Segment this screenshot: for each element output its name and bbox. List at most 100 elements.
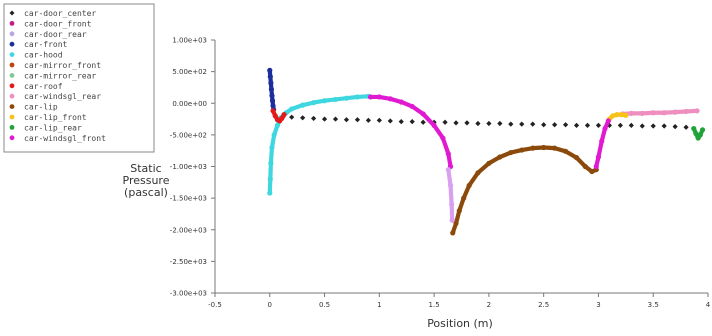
legend-marker	[9, 73, 15, 78]
data-point	[605, 118, 611, 124]
data-point	[464, 120, 470, 126]
legend-item: car-hood	[9, 51, 63, 60]
legend-item: car-mirror_front	[9, 61, 101, 70]
legend-marker	[9, 93, 15, 99]
legend-label: car-roof	[24, 82, 63, 91]
series-layer	[267, 67, 706, 236]
data-point	[497, 120, 503, 127]
series-car-front	[267, 67, 277, 113]
legend-marker	[9, 31, 15, 37]
series-car-lip	[450, 144, 599, 236]
legend-label: car-lip_front	[24, 113, 87, 122]
legend-marker	[9, 135, 15, 141]
series-line-segment	[440, 135, 451, 156]
series-line-segment	[268, 145, 275, 166]
legend-label: car-door_center	[24, 9, 96, 18]
series-line-segment	[448, 183, 454, 207]
legend-marker	[9, 104, 15, 109]
data-point	[530, 121, 536, 127]
data-point	[289, 114, 295, 120]
legend-item: car-door_rear	[9, 30, 87, 39]
data-point	[617, 122, 623, 128]
data-point	[628, 122, 634, 128]
data-point	[420, 119, 426, 125]
legend-item: car-door_center	[9, 9, 96, 18]
legend-label: car-windsgl_front	[24, 134, 106, 143]
legend-marker	[9, 52, 15, 57]
data-point	[552, 122, 558, 128]
data-point	[683, 124, 689, 130]
data-point	[409, 118, 415, 125]
data-point	[650, 123, 656, 129]
data-point	[661, 123, 667, 129]
data-point	[672, 124, 678, 130]
legend-item: car-mirror_rear	[9, 71, 96, 80]
legend-label: car-mirror_front	[24, 61, 101, 70]
data-point	[694, 108, 700, 114]
data-point	[398, 118, 404, 125]
legend-label: car-lip_rear	[24, 123, 82, 132]
x-ticks: -0.5 0 0.5 1 1.5 2 2.5 3 3.5 4	[208, 293, 711, 309]
series-car-windsgl_rear	[619, 108, 700, 117]
x-tick-label: 0	[268, 301, 272, 309]
y-axis-title-line-3: (pascal)	[124, 186, 168, 199]
legend-label: car-mirror_rear	[24, 71, 96, 80]
data-point	[332, 116, 339, 122]
series-line-segment	[596, 139, 604, 160]
legend-item: car-lip_front	[9, 113, 87, 122]
legend-label: car-windsgl_rear	[24, 92, 101, 101]
series-line-segment	[421, 111, 437, 128]
x-tick-label: -0.5	[208, 301, 222, 309]
data-point	[595, 122, 602, 128]
data-point	[699, 127, 706, 133]
legend-marker	[9, 83, 15, 89]
legend-label: car-door_front	[24, 19, 92, 28]
data-point	[343, 117, 350, 123]
plot-area: 1.00e+03 5.00e+02 0.00e+00 -5.00e+02 -1.00e+…	[170, 37, 711, 310]
legend-item: car-door_front	[9, 19, 92, 28]
legend-box	[3, 3, 155, 153]
legend-marker	[9, 62, 15, 68]
x-axis-title: Position (m)	[427, 317, 493, 330]
legend-marker	[9, 125, 15, 130]
series-line-segment	[446, 167, 453, 188]
y-axis-title-line-1: Static	[130, 162, 161, 175]
data-point	[475, 120, 481, 127]
x-tick-label: 3.5	[648, 301, 659, 309]
data-point	[365, 117, 371, 123]
data-point	[376, 117, 382, 123]
x-tick-label: 1	[377, 301, 381, 309]
y-axis-title: Static Pressure (pascal)	[123, 162, 170, 199]
data-point	[311, 115, 317, 122]
x-tick-label: 2	[487, 301, 491, 309]
y-tick-label: -5.00e+02	[170, 131, 207, 139]
data-point	[573, 122, 580, 128]
legend-label: car-lip	[24, 103, 58, 112]
x-tick-label: 3	[596, 301, 600, 309]
x-tick-label: 0.5	[319, 301, 330, 309]
series-car-windsgl_front	[367, 94, 611, 170]
x-tick-label: 4	[706, 301, 711, 309]
data-point	[281, 112, 287, 118]
data-point	[442, 119, 448, 125]
data-point	[508, 121, 514, 127]
data-point	[486, 120, 492, 127]
y-tick-label: 0.00e+00	[172, 100, 207, 108]
data-point	[449, 217, 455, 223]
data-point	[541, 122, 547, 128]
series-car-lip_rear_edge	[445, 167, 455, 223]
data-point	[321, 116, 328, 122]
y-tick-label: -2.00e+03	[170, 226, 207, 234]
x-tick-label: 1.5	[429, 301, 440, 309]
y-axis-title-line-2: Pressure	[123, 174, 170, 187]
series-line-segment	[449, 202, 455, 223]
legend-item: car-windsgl_front	[9, 134, 106, 143]
legend-marker	[9, 21, 15, 26]
y-tick-label: -1.00e+03	[170, 163, 207, 171]
series-car-hood	[267, 93, 371, 196]
data-point	[354, 117, 361, 123]
data-point	[387, 118, 393, 124]
data-point	[300, 115, 306, 121]
